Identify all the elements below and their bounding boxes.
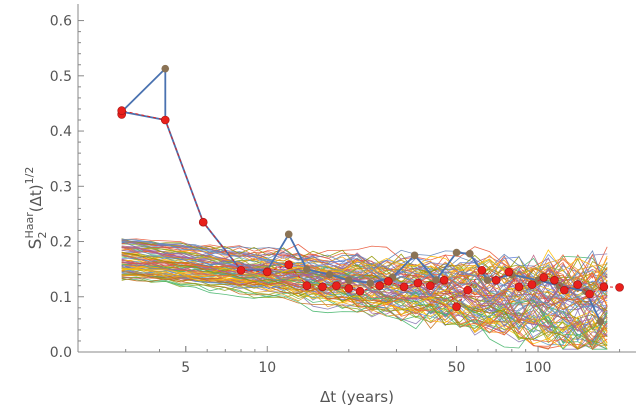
x-tick-label: 10 (258, 360, 276, 376)
ensemble-line (121, 255, 608, 350)
y-tick-label: 0.0 (50, 345, 72, 361)
y-label-subscript: 2 (36, 232, 49, 239)
series-point (483, 276, 492, 284)
ensemble-line (121, 254, 608, 306)
y-axis-label: S2Haar(Δt)1/2 (23, 167, 49, 250)
mean-point (559, 285, 569, 295)
mean-point (585, 289, 594, 299)
ensemble-lines (121, 238, 608, 351)
mean-point (439, 275, 449, 285)
mean-point (355, 286, 365, 296)
mean-point (539, 273, 549, 282)
y-label-exponent: 1/2 (23, 167, 36, 185)
series-line-segment (121, 110, 166, 121)
ensemble-line (121, 264, 608, 293)
mean-point (284, 260, 294, 270)
series-point (161, 64, 170, 73)
mean-point (491, 275, 501, 285)
y-tick-label: 0.4 (50, 124, 72, 140)
x-tick-label: 50 (448, 360, 466, 376)
mean-point (160, 115, 170, 125)
y-label-superscript: Haar (23, 212, 36, 239)
mean-point (615, 283, 624, 292)
mean-point (573, 280, 582, 289)
ensemble-line (121, 273, 608, 346)
series-point (325, 270, 334, 279)
mean-point (452, 302, 461, 312)
y-tick-label: 0.1 (50, 290, 72, 306)
ensemble-line (121, 267, 608, 333)
mean-point (384, 276, 393, 286)
mean-point (477, 265, 487, 275)
mean-point (399, 282, 409, 292)
mean-point (599, 282, 609, 292)
mean-point (514, 282, 524, 292)
series-point (466, 249, 474, 258)
axes (77, 4, 636, 353)
mean-point (425, 281, 435, 291)
series-point (344, 276, 353, 284)
series-point (366, 279, 375, 287)
x-tick-label: 5 (181, 360, 190, 376)
ensemble-line (121, 274, 608, 331)
ensemble-line (121, 253, 608, 291)
mean-point (413, 278, 423, 288)
ensemble-line (121, 260, 608, 297)
x-tick-label: 100 (525, 360, 552, 376)
series-point (303, 265, 311, 273)
mean-point (527, 280, 537, 289)
series-point (452, 248, 461, 257)
y-tick-label: 0.6 (50, 14, 72, 30)
ensemble-line (121, 261, 608, 311)
mean-point (332, 281, 341, 291)
mean-point (117, 106, 126, 115)
mean-point (504, 267, 514, 277)
mean-point (198, 217, 208, 227)
x-axis-label: Δt (years) (320, 388, 394, 406)
y-label-base: S (26, 239, 46, 250)
mean-point (318, 282, 327, 292)
ensemble-line (121, 253, 608, 291)
ensemble-line (121, 238, 608, 315)
mean-point (236, 265, 246, 275)
ensemble-line (121, 243, 608, 332)
series-point (596, 317, 605, 326)
mean-point (463, 285, 473, 295)
data-points (117, 64, 624, 326)
y-tick-label: 0.3 (50, 179, 72, 195)
mean-point (375, 281, 384, 291)
mean-point (302, 281, 312, 291)
y-ticks: 0.0 0.1 0.2 0.3 0.4 0.5 0.6 (50, 14, 84, 361)
mean-point (262, 267, 272, 277)
series-point (284, 230, 293, 239)
mean-point (550, 275, 559, 285)
ensemble-line (121, 271, 608, 302)
series-point (432, 276, 440, 284)
ensemble-line (121, 252, 608, 350)
y-tick-label: 0.5 (50, 69, 72, 85)
series-point (410, 251, 419, 260)
x-ticks: 5 10 50 100 (77, 346, 621, 376)
y-tick-label: 0.2 (50, 235, 72, 251)
ensemble-line (121, 263, 608, 336)
y-label-argument: (Δt) (27, 184, 45, 212)
mean-point (344, 284, 354, 293)
